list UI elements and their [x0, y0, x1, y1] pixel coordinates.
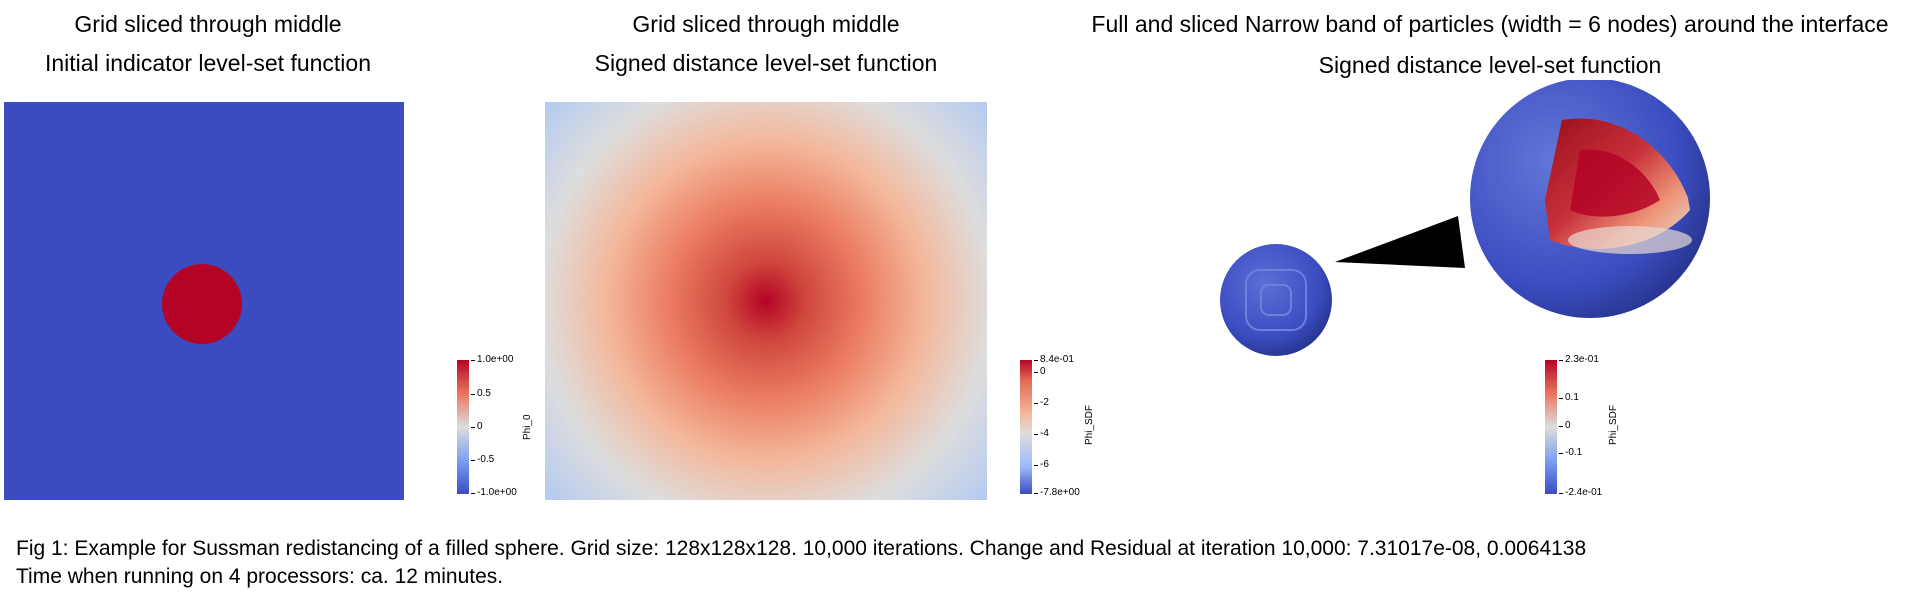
panel2-title-line1: Grid sliced through middle [632, 11, 900, 37]
narrow-band-render [1220, 80, 1710, 356]
panel2-title-line2: Signed distance level-set function [594, 50, 938, 76]
colorbar-phi-sdf-band [1545, 360, 1557, 494]
colorbar-phi0 [457, 360, 469, 494]
panel1-title-line1: Grid sliced through middle [74, 11, 342, 37]
colorbar-phi-sdf-tick: 8.4e-01 [1034, 354, 1074, 365]
small-sphere-pattern [1245, 269, 1307, 331]
colorbar-phi-sdf-tick: -6 [1034, 459, 1049, 470]
zoom-wedge [1335, 216, 1465, 268]
small-sphere [1220, 244, 1332, 356]
colorbar-phi-sdf-tick: -4 [1034, 428, 1049, 439]
colorbar-phi-sdf-band-label: Phi_SDF [1608, 404, 1619, 445]
colorbar-phi-sdf-tick: -2 [1034, 397, 1049, 408]
sdf-slice-image [545, 102, 987, 500]
colorbar-phi-sdf [1020, 360, 1032, 494]
colorbar-phi0-tick: 0 [471, 421, 483, 432]
colorbar-phi-sdf-tick: 0 [1034, 366, 1046, 377]
colorbar-phi-sdf-label: Phi_SDF [1084, 404, 1095, 445]
indicator-slice-image [4, 102, 404, 500]
colorbar-phi0-tick: 0.5 [471, 388, 491, 399]
panel3-title-line2: Signed distance level-set function [1318, 52, 1662, 78]
panel1-title-line2: Initial indicator level-set function [45, 50, 371, 76]
colorbar-phi-sdf-band-tick: 2.3e-01 [1559, 354, 1599, 365]
colorbar-phi-sdf-band-tick: 0.1 [1559, 392, 1579, 403]
colorbar-phi0-tick: -0.5 [470, 454, 495, 465]
colorbar-phi-sdf-band-tick: 0 [1559, 420, 1571, 431]
figure-caption-line1: Fig 1: Example for Sussman redistancing … [16, 537, 1587, 560]
panel3-title-line1: Full and sliced Narrow band of particles… [1091, 11, 1889, 37]
indicator-sphere-slice [162, 264, 242, 344]
colorbar-phi0-label: Phi_0 [522, 414, 533, 440]
figure-caption-line2: Time when running on 4 processors: ca. 1… [16, 565, 504, 588]
colorbar-phi0-tick: 1.0e+00 [470, 354, 514, 365]
colorbar-phi-sdf-band-tick: -0.1 [1558, 447, 1583, 458]
colorbar-phi-sdf-band-tick: -2.4e-01 [1558, 487, 1603, 498]
colorbar-phi0-tick: -1.0e+00 [471, 487, 517, 498]
colorbar-phi-sdf-tick: -7.8e+00 [1034, 487, 1080, 498]
